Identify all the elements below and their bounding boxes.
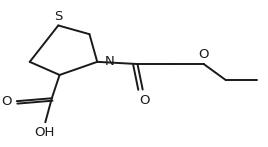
Text: OH: OH: [34, 126, 54, 139]
Text: O: O: [140, 94, 150, 107]
Text: O: O: [2, 95, 12, 108]
Text: S: S: [54, 10, 62, 23]
Text: N: N: [105, 55, 114, 68]
Text: O: O: [198, 48, 209, 61]
